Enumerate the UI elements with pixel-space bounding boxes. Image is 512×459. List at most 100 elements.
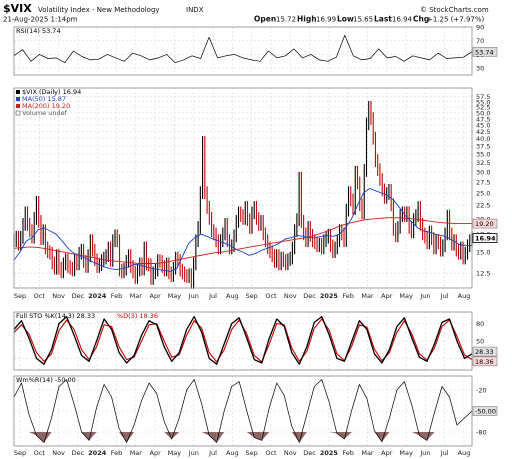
sto-k-line xyxy=(13,315,473,365)
month-label: May xyxy=(399,292,413,300)
price-legend-entry: MA(200) 19.20 xyxy=(22,102,70,110)
rsi-legend: RSI(14) 53.74 xyxy=(16,27,61,35)
wr-oversold-fill xyxy=(344,432,352,439)
sto-frame xyxy=(13,311,473,371)
price-tick-label: 35.0 xyxy=(476,151,490,159)
wr-oversold-fill xyxy=(36,432,45,443)
brand-watermark: © StockCharts.com xyxy=(420,6,489,14)
price-tick-label: 15.0 xyxy=(476,249,490,257)
sto-legend-k: Full STO %K(14,3) 28.33 xyxy=(16,312,95,320)
wr-last-badge: -50.00 xyxy=(475,408,496,416)
rsi-tick-label: 70 xyxy=(476,37,484,45)
month-label: Sep xyxy=(14,292,26,300)
month-label: Feb xyxy=(111,449,123,457)
month-label: Oct xyxy=(265,292,277,300)
price-tick-label: 40.0 xyxy=(476,135,490,143)
month-label: May xyxy=(399,449,413,457)
stochastic-panel: 805020Full STO %K(14,3) 28.33%D(3) 18.36… xyxy=(13,311,498,371)
rsi-last-badge: 53.74 xyxy=(475,48,494,56)
month-label: Mar xyxy=(130,449,143,457)
month-label: Jun xyxy=(188,292,199,300)
month-label: Aug xyxy=(226,292,239,300)
date-axis-lower: Sep Oct Nov Dec 2024 Feb Mar Apr May Jun Jul Aug Sep… xyxy=(14,449,470,457)
symbol-name: Volatility Index - New Methodology xyxy=(38,6,160,14)
ma-200-badge: 19.20 xyxy=(475,220,494,228)
price-tick-label: 22.5 xyxy=(476,202,490,210)
price-tick-label: 37.5 xyxy=(476,143,490,151)
month-label: Nov xyxy=(284,292,297,300)
rsi-frame xyxy=(13,26,473,76)
month-label: Dec xyxy=(72,449,85,457)
sto-d-badge-box xyxy=(472,356,498,367)
month-label: Jun xyxy=(419,292,430,300)
wr-oversold-fill xyxy=(261,432,270,441)
month-label: Jul xyxy=(440,449,449,457)
month-label: Feb xyxy=(342,449,354,457)
wr-frame xyxy=(13,375,473,447)
price-tick-label: 55.0 xyxy=(476,98,490,106)
month-label: Dec xyxy=(303,292,316,300)
month-label: Oct xyxy=(34,292,46,300)
sto-legend-d: %D(3) 18.36 xyxy=(117,312,158,320)
price-legend-entry: $VIX (Daily) 16.94 xyxy=(22,88,81,96)
month-label: Apr xyxy=(381,449,393,457)
last-price-badge-box xyxy=(472,233,498,243)
price-tick-label: 42.5 xyxy=(476,128,490,136)
low-value: 15.65 xyxy=(353,16,373,24)
last-label: Last xyxy=(374,15,392,24)
rsi-last-badge-box xyxy=(472,47,498,57)
month-label: Apr xyxy=(381,292,393,300)
low-label: Low xyxy=(337,15,354,24)
wr-oversold-fill xyxy=(119,432,127,443)
month-label: Oct xyxy=(265,449,277,457)
wr-oversold-fill xyxy=(329,432,337,434)
month-label: Oct xyxy=(34,449,46,457)
month-label: May xyxy=(168,292,182,300)
price-frame xyxy=(13,87,473,289)
month-label: Dec xyxy=(72,292,85,300)
change-label: Chg xyxy=(413,15,429,24)
wr-oversold-fill xyxy=(411,432,420,436)
legend-swatch xyxy=(16,97,20,101)
wr-tick-label: -80 xyxy=(476,429,487,437)
rsi-tick-label: 30 xyxy=(476,65,484,73)
date-axis-upper: Sep Oct Nov Dec 2024 Feb Mar Apr May Jun Jul Aug Sep… xyxy=(14,292,470,300)
wr-legend: Wm%R(14) -50.00 xyxy=(16,376,76,384)
price-tick-label: 45.0 xyxy=(476,122,490,130)
wr-oversold-fill xyxy=(126,432,135,443)
month-label: 2024 xyxy=(88,449,107,457)
price-legend-entry: MA(50) 15.87 xyxy=(22,95,66,103)
high-value: 16.99 xyxy=(316,16,336,24)
price-tick-label: 27.5 xyxy=(476,179,490,187)
month-label: Sep xyxy=(246,449,258,457)
month-label: 2025 xyxy=(320,292,339,300)
price-panel: 57.555.052.550.047.545.042.540.037.535.0… xyxy=(13,87,498,289)
ma-200-badge-box xyxy=(472,218,498,229)
month-label: Apr xyxy=(150,449,162,457)
month-label: Sep xyxy=(14,449,26,457)
price-tick-label: 25.0 xyxy=(476,190,490,198)
wr-oversold-fill xyxy=(29,432,37,436)
month-label: 2024 xyxy=(88,292,107,300)
month-label: Apr xyxy=(150,292,162,300)
sto-tick-label: 80 xyxy=(476,320,484,328)
month-label: Aug xyxy=(226,449,239,457)
sto-tick-label: 50 xyxy=(476,338,484,346)
legend-swatch xyxy=(15,110,21,116)
month-label: Jul xyxy=(440,292,449,300)
month-label: Nov xyxy=(284,449,297,457)
wr-oversold-fill xyxy=(201,432,210,436)
month-label: May xyxy=(168,449,182,457)
price-tick-label: 30.0 xyxy=(476,168,490,176)
legend-swatch xyxy=(16,104,20,108)
exchange-label: INDX xyxy=(186,6,204,14)
wr-oversold-fill xyxy=(419,432,427,441)
wr-oversold-fill xyxy=(381,432,390,442)
month-label: Aug xyxy=(458,292,471,300)
price-tick-label: 57.5 xyxy=(476,93,490,101)
month-label: Mar xyxy=(361,449,374,457)
wr-oversold-fill xyxy=(44,432,52,443)
month-label: Jun xyxy=(419,449,430,457)
ma-50-line xyxy=(13,188,473,272)
